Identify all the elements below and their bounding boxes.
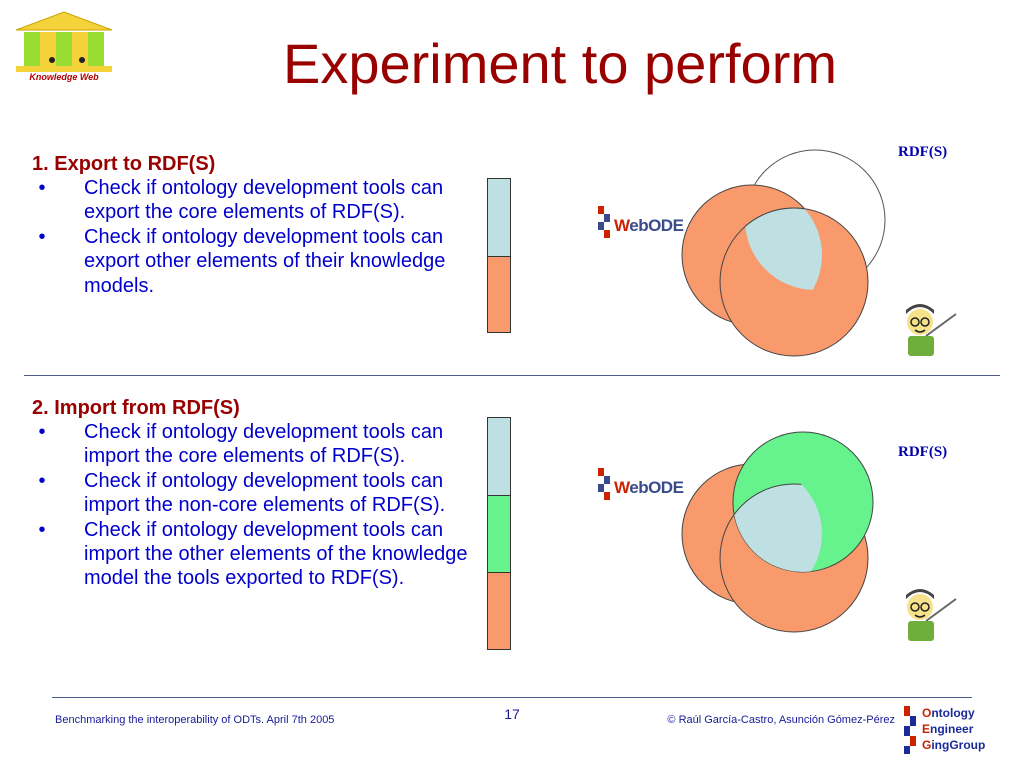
bullet-item: • Check if ontology development tools can… <box>32 176 482 225</box>
professor-icon <box>906 589 957 641</box>
webode-wordmark: WebODE <box>614 478 684 497</box>
bar-segment-other <box>488 257 510 332</box>
core-intersection <box>733 483 822 572</box>
bullet-text: Check if ontology development tools can … <box>84 421 444 468</box>
webode-mark-icon <box>598 206 610 238</box>
bullet-list: • Check if ontology development tools can… <box>32 176 482 298</box>
bullet-item: • Check if ontology development tools can… <box>32 420 487 469</box>
oeg-line-group: GingGroup <box>922 738 986 752</box>
knowledge-web-logo <box>15 11 113 72</box>
bullet-list: • Check if ontology development tools can… <box>32 420 487 591</box>
core-intersection <box>745 207 822 290</box>
footer-left-text: Benchmarking the interoperability of ODT… <box>55 714 335 726</box>
bullet-marker: • <box>38 518 46 541</box>
bullet-text: Check if ontology development tools can … <box>84 177 444 224</box>
section-export: 1. Export to RDF(S) • Check if ontology d… <box>32 152 482 298</box>
bullet-text: Check if ontology development tools can … <box>84 469 446 517</box>
section-import: 2. Import from RDF(S) • Check if ontology… <box>32 396 487 591</box>
webode-wordmark: WebODE <box>614 216 684 235</box>
section-heading: 2. Import from RDF(S) <box>32 397 240 419</box>
bullet-marker: • <box>38 469 46 492</box>
webode-logo: WebODE <box>596 466 684 506</box>
footer-right-text: © Raúl García-Castro, Asunción Gómez-Pér… <box>667 714 895 726</box>
bullet-marker: • <box>38 177 46 199</box>
bullet-item: • Check if ontology development tools can… <box>32 469 487 518</box>
bullet-text: Check if ontology development tools can … <box>84 225 446 297</box>
webode-logo: WebODE <box>596 204 684 244</box>
import-bar <box>487 417 511 650</box>
oeg-line-engineer: Engineer <box>922 722 974 736</box>
oeg-logo: Ontology Engineer GingGroup <box>904 706 985 756</box>
bullet-text: Check if ontology development tools can … <box>84 518 468 590</box>
bullet-marker: • <box>38 225 46 248</box>
bar-segment-core <box>488 418 510 496</box>
export-bar <box>487 178 511 333</box>
section-divider <box>24 375 1000 376</box>
bullet-item: • Check if ontology development tools can… <box>32 518 487 591</box>
professor-icon <box>906 304 957 356</box>
webode-mark-icon <box>598 468 610 500</box>
venn-diagram-export <box>681 149 886 357</box>
rdf-label: RDF(S) <box>898 444 948 460</box>
rdf-label: RDF(S) <box>898 144 948 160</box>
bar-segment-noncore <box>488 496 510 573</box>
section-heading: 1. Export to RDF(S) <box>32 153 216 175</box>
bar-segment-other <box>488 573 510 649</box>
bar-segment-core <box>488 179 510 257</box>
logo-text: Knowledge Web <box>29 72 99 82</box>
bullet-marker: • <box>38 421 46 443</box>
bullet-item: • Check if ontology development tools can… <box>32 225 482 298</box>
oeg-line-ontology: Ontology <box>922 706 975 720</box>
oeg-mark-icon <box>904 706 916 754</box>
slide-title: Experiment to perform <box>283 32 837 95</box>
page-number: 17 <box>504 706 520 722</box>
venn-diagram-import <box>681 431 874 633</box>
footer-divider <box>52 697 972 698</box>
